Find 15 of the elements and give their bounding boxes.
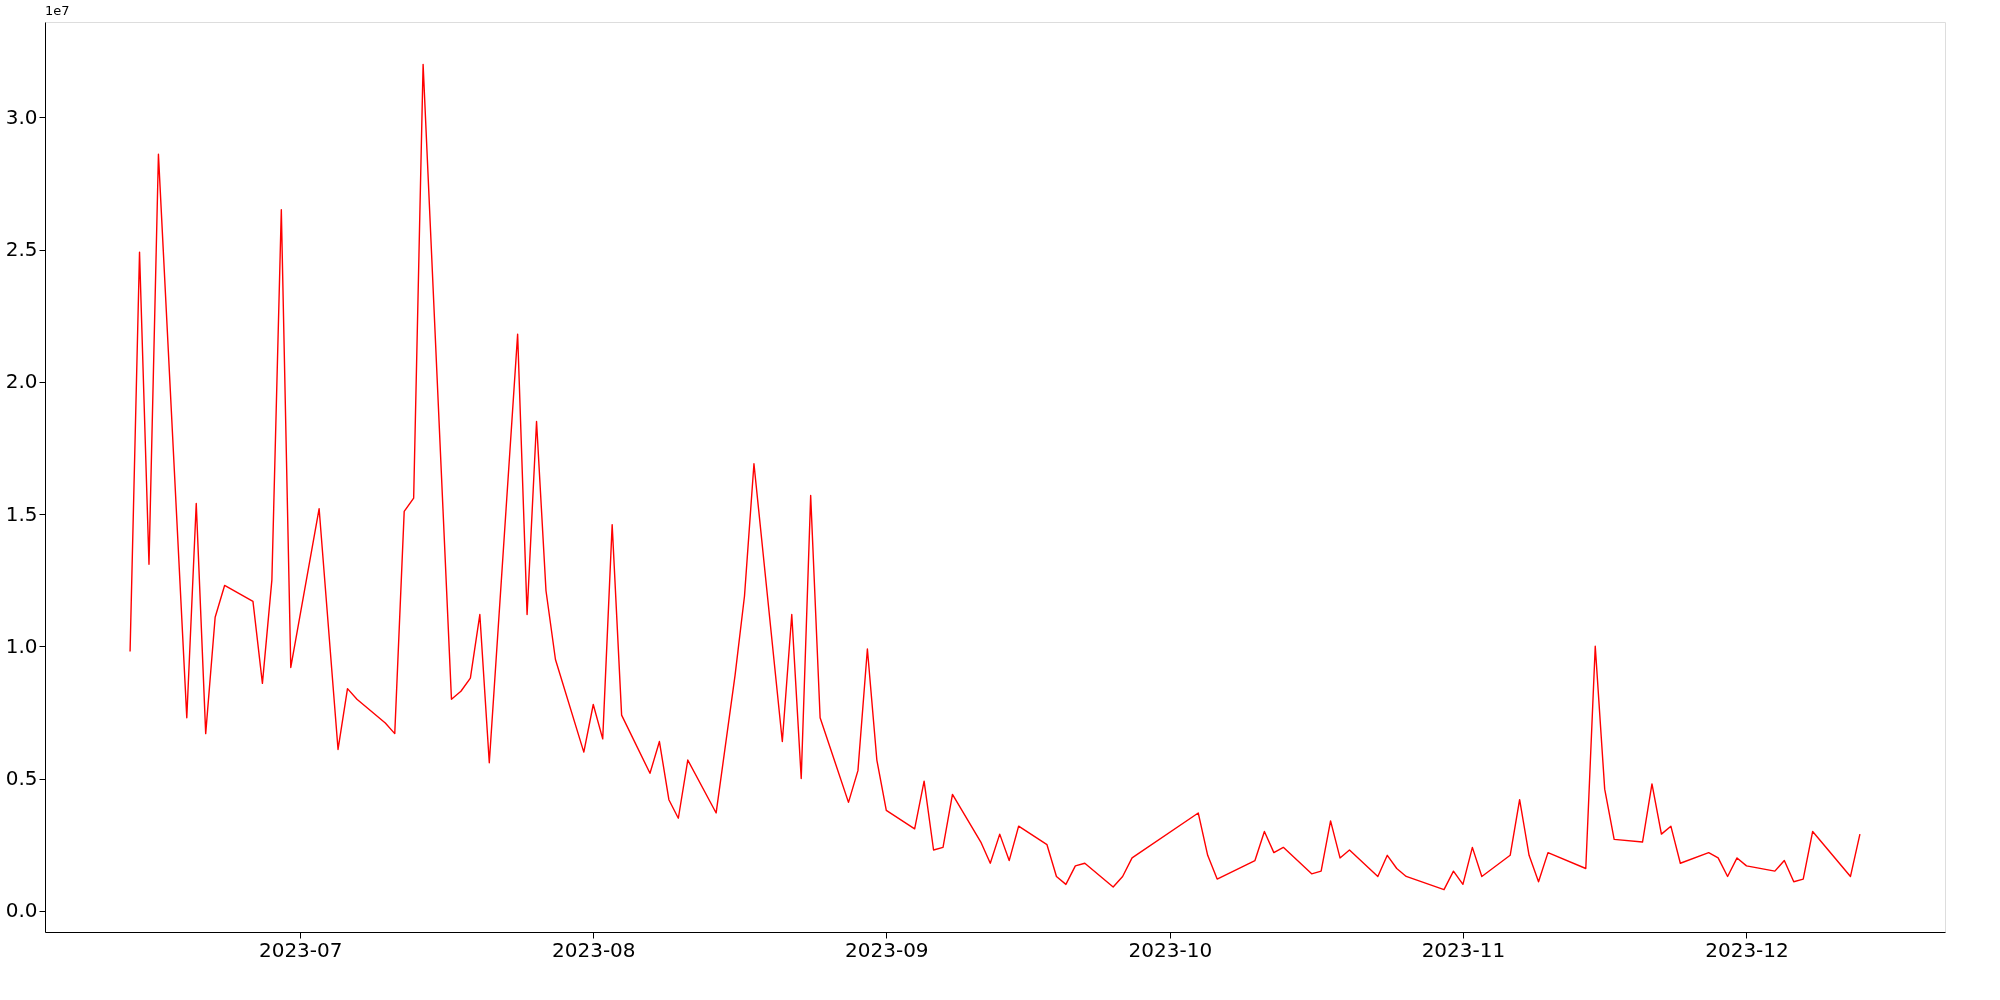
y-tick-label: 0.5	[5, 766, 38, 791]
x-tick-label: 2023-11	[1421, 937, 1506, 962]
x-tick-label: 2023-09	[845, 937, 929, 962]
text: 1e7	[45, 3, 70, 18]
x-tick-label: 2023-12	[1705, 937, 1789, 962]
y-tick-label: 0.0	[5, 898, 38, 923]
y-tick-label: 2.0	[5, 369, 38, 394]
x-tick-label: 2023-10	[1128, 937, 1213, 962]
y-tick-label: 3.0	[5, 104, 38, 129]
y-tick-label: 1.5	[5, 501, 38, 526]
line-series	[129, 63, 1861, 891]
y-tick-label: 2.5	[5, 237, 38, 261]
x-tick-label: 2023-07	[258, 937, 343, 962]
y-tick-label: 1.0	[5, 633, 38, 658]
x-tick-label: 2023-08	[551, 937, 636, 962]
